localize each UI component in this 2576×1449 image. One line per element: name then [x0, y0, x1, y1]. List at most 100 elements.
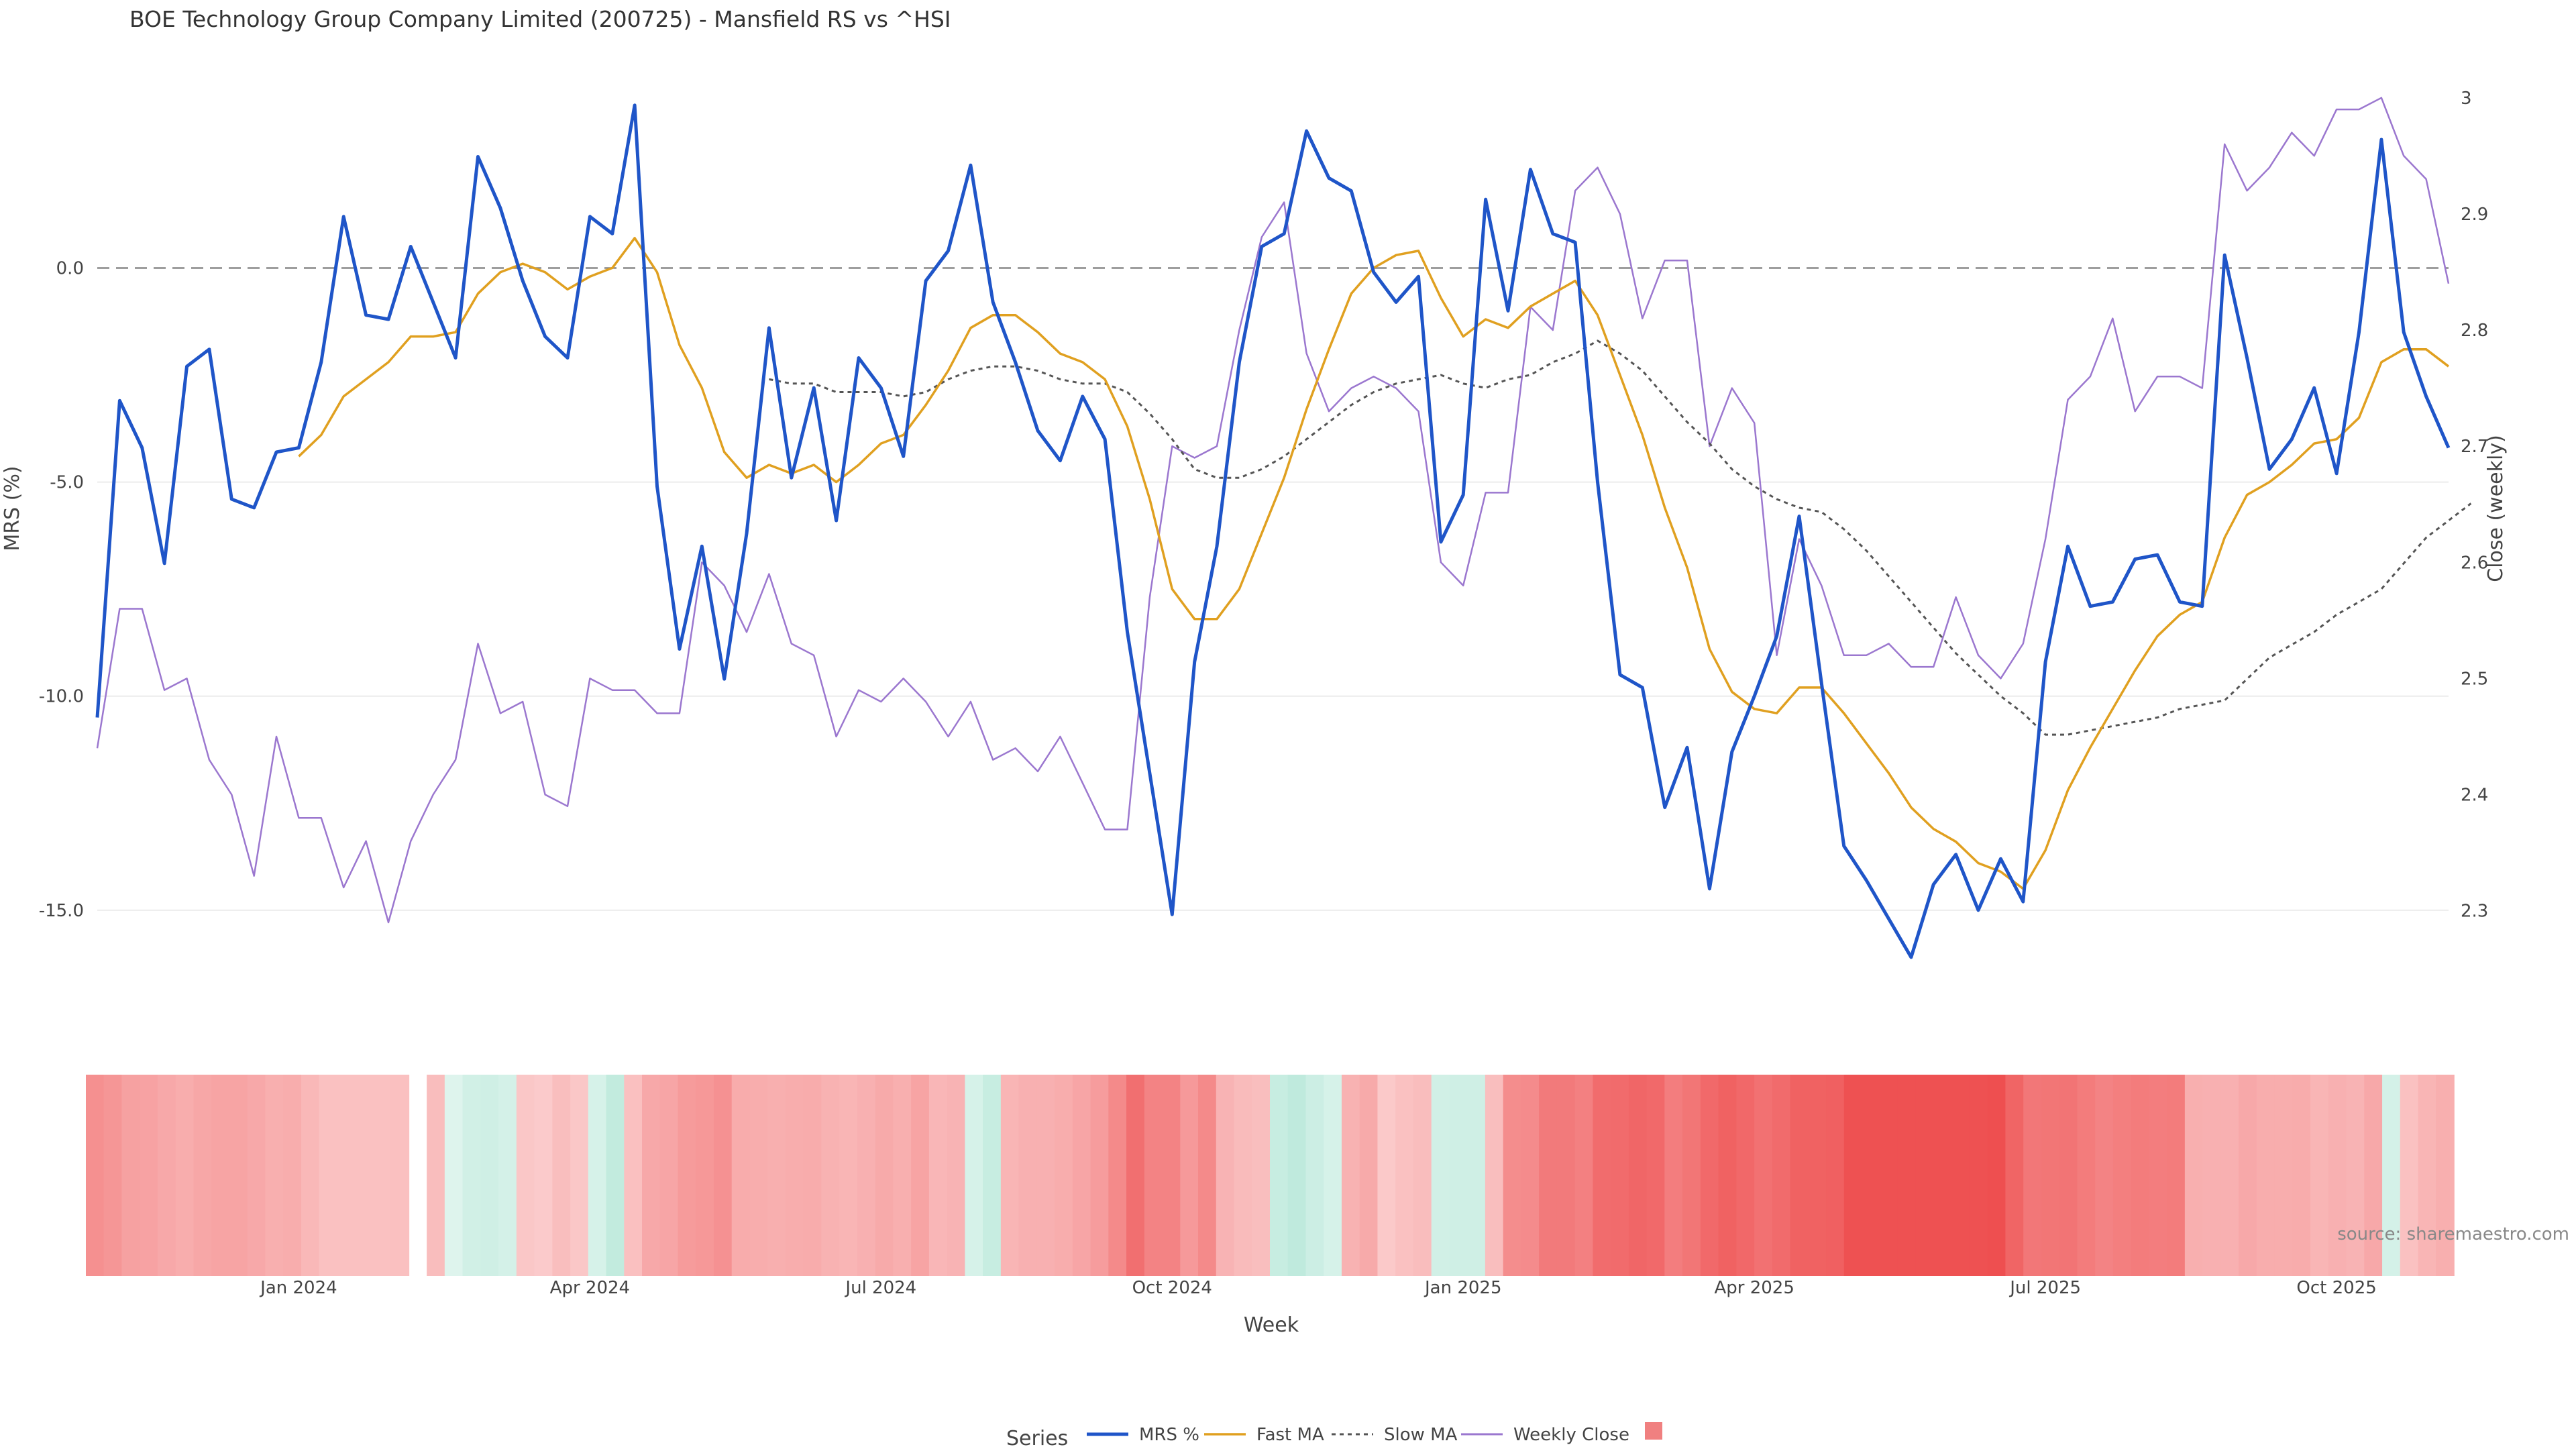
band-cell	[1341, 1075, 1360, 1276]
band-cell	[1521, 1075, 1540, 1276]
band-cell	[140, 1075, 158, 1276]
band-cell	[1539, 1075, 1558, 1276]
band-cell	[247, 1075, 266, 1276]
x-tick-label: Jan 2025	[1424, 1278, 1502, 1298]
band-cell	[1826, 1075, 1845, 1276]
band-cell	[624, 1075, 643, 1276]
band-cell	[2095, 1075, 2114, 1276]
band-cell	[1593, 1075, 1611, 1276]
band-cell	[2167, 1075, 2186, 1276]
band-cell	[2202, 1075, 2222, 1276]
band-cell	[1198, 1075, 1217, 1276]
band-cell	[2382, 1075, 2401, 1276]
band-cell	[1270, 1075, 1289, 1276]
band-cell	[947, 1075, 966, 1276]
band-cell	[2041, 1075, 2060, 1276]
band-cell	[1611, 1075, 1629, 1276]
series-mrs-line	[95, 103, 2451, 959]
band-cell	[1700, 1075, 1719, 1276]
band-cell	[1897, 1075, 1917, 1276]
band-cell	[749, 1075, 769, 1276]
y-tick-left-label: -10.0	[39, 687, 84, 707]
band-cell	[731, 1075, 751, 1276]
band-cell	[2131, 1075, 2150, 1276]
band-cell	[696, 1075, 714, 1276]
band-cell	[1072, 1075, 1091, 1276]
band-cell	[2274, 1075, 2294, 1276]
band-cell	[319, 1075, 338, 1276]
band-cell	[1556, 1075, 1576, 1276]
band-cell	[803, 1075, 822, 1276]
x-axis-title: Week	[1244, 1313, 1299, 1337]
band-cell	[767, 1075, 786, 1276]
band-cell	[121, 1075, 141, 1276]
band-cell	[2418, 1075, 2437, 1276]
y-axis-left-title: MRS (%)	[1, 466, 24, 551]
band-cell	[2292, 1075, 2311, 1276]
band-cell	[2400, 1075, 2419, 1276]
band-cell	[1000, 1075, 1020, 1276]
legend-label: Slow MA	[1384, 1425, 1458, 1445]
series-fast-ma-line	[298, 237, 2450, 890]
band-cell	[1772, 1075, 1791, 1276]
band-cell	[983, 1075, 1002, 1276]
band-cell	[2184, 1075, 2204, 1276]
band-cell	[283, 1075, 302, 1276]
band-cell	[1126, 1075, 1145, 1276]
band-cell	[516, 1075, 535, 1276]
band-cell	[588, 1075, 607, 1276]
band-cell	[1359, 1075, 1379, 1276]
band-cell	[2364, 1075, 2383, 1276]
band-cell	[2220, 1075, 2239, 1276]
band-cell	[875, 1075, 894, 1276]
legend: Series MRS % Fast MA Slow MA Weekly Close	[1006, 1422, 1662, 1449]
band-cell	[157, 1075, 176, 1276]
band-cell	[1036, 1075, 1055, 1276]
legend-swatch-band	[1645, 1422, 1662, 1440]
band-cell	[444, 1075, 464, 1276]
y-tick-right-label: 2.6	[2461, 553, 2488, 573]
x-axis: Jan 2024 Apr 2024 Jul 2024 Oct 2024 Jan 2025…	[259, 1278, 2377, 1298]
band-cell	[606, 1075, 625, 1276]
band-cell	[1305, 1075, 1325, 1276]
band-cell	[372, 1075, 392, 1276]
band-cell	[785, 1075, 804, 1276]
band-cell	[928, 1075, 948, 1276]
band-cell	[2112, 1075, 2132, 1276]
legend-label: Weekly Close	[1513, 1425, 1629, 1445]
band-cell	[103, 1075, 123, 1276]
band-cell	[1108, 1075, 1127, 1276]
band-cell	[480, 1075, 499, 1276]
band-cell	[193, 1075, 212, 1276]
band-cell	[1449, 1075, 1468, 1276]
band-cell	[642, 1075, 661, 1276]
band-cell	[1287, 1075, 1307, 1276]
strength-band	[86, 1075, 2455, 1276]
band-cell	[2239, 1075, 2257, 1276]
band-cell	[2077, 1075, 2096, 1276]
band-cell	[1503, 1075, 1522, 1276]
band-cell	[355, 1075, 374, 1276]
chart-title: BOE Technology Group Company Limited (20…	[129, 6, 951, 32]
band-cell	[2328, 1075, 2347, 1276]
band-cell	[857, 1075, 876, 1276]
band-cell	[229, 1075, 248, 1276]
gridlines	[97, 267, 2449, 911]
band-cell	[1880, 1075, 1898, 1276]
band-cell	[965, 1075, 983, 1276]
band-cell	[1413, 1075, 1432, 1276]
band-cell	[1485, 1075, 1504, 1276]
x-tick-label: Apr 2025	[1714, 1278, 1794, 1298]
band-cell	[2256, 1075, 2275, 1276]
band-cell	[301, 1075, 320, 1276]
band-cell	[337, 1075, 356, 1276]
y-axis-right-title: Close (weekly)	[2484, 435, 2508, 582]
y-tick-left-label: -15.0	[39, 901, 84, 921]
band-cell	[1862, 1075, 1881, 1276]
y-tick-right-label: 2.9	[2461, 205, 2488, 225]
y-tick-right-label: 2.8	[2461, 321, 2488, 341]
band-cell	[1682, 1075, 1701, 1276]
source-note: source: sharemaestro.com	[2337, 1224, 2569, 1244]
band-cell	[2023, 1075, 2042, 1276]
